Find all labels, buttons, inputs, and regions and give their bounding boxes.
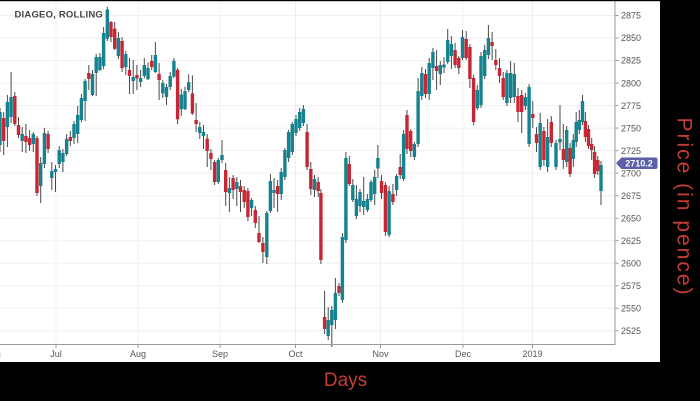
svg-text:2650: 2650 [621,213,641,223]
svg-text:Aug: Aug [130,349,146,359]
svg-text:Days: Days [324,370,367,391]
svg-text:2675: 2675 [621,191,641,201]
svg-text:2825: 2825 [621,56,641,66]
svg-text:Oct: Oct [288,349,303,359]
svg-text:2625: 2625 [621,236,641,246]
svg-text:2575: 2575 [621,281,641,291]
svg-text:2600: 2600 [621,258,641,268]
svg-text:Jun: Jun [0,349,1,359]
svg-text:2550: 2550 [621,304,641,314]
svg-text:2019: 2019 [522,349,542,359]
svg-text:Dec: Dec [455,349,472,359]
svg-text:2525: 2525 [621,326,641,336]
svg-text:2750: 2750 [621,123,641,133]
svg-text:2800: 2800 [621,78,641,88]
svg-text:2850: 2850 [621,33,641,43]
svg-text:DIAGEO, ROLLING: DIAGEO, ROLLING [15,10,104,21]
svg-text:Jul: Jul [50,349,62,359]
svg-text:2710.2: 2710.2 [625,158,653,168]
svg-text:2700: 2700 [621,168,641,178]
svg-text:2725: 2725 [621,146,641,156]
svg-text:Nov: Nov [372,349,389,359]
svg-text:2775: 2775 [621,101,641,111]
svg-text:2875: 2875 [621,11,641,21]
svg-text:Price (in pence): Price (in pence) [672,117,695,296]
svg-text:Sep: Sep [212,349,228,359]
